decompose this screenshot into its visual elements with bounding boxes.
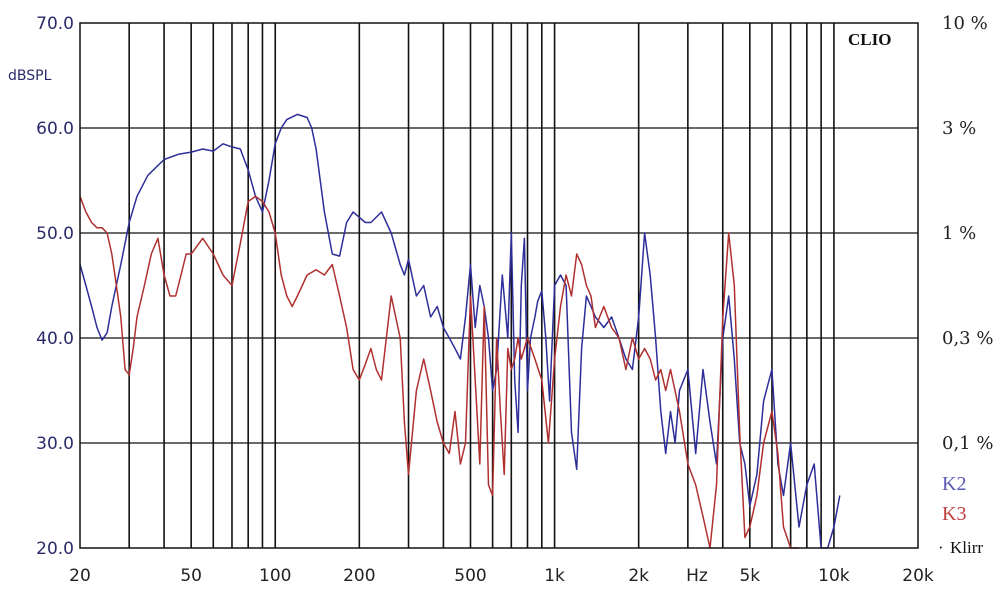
series-line-k2 — [79, 113, 841, 549]
brand-logo: CLIO — [848, 30, 891, 49]
series-layer — [79, 113, 841, 549]
legend-k3: K3 — [942, 503, 966, 525]
x-tick-label: 1k — [544, 566, 565, 586]
legend-klirr-marker: · — [938, 538, 944, 557]
y-tick-label: 70.0 — [36, 14, 74, 34]
x-tick-label: 20 — [69, 566, 91, 586]
x-axis-unit: Hz — [686, 566, 708, 586]
y-tick-label: 40.0 — [36, 329, 74, 349]
y-tick-label: 20.0 — [36, 539, 74, 559]
legend-k2: K2 — [942, 473, 966, 495]
x-tick-label: 20k — [902, 566, 934, 586]
right-axis-tick-label: 0,3 % — [942, 328, 993, 349]
y-tick-label: 50.0 — [36, 224, 74, 244]
y-axis-unit: dBSPL — [8, 68, 52, 84]
tick-labels: 70.0 60.0 50.0 40.0 30.0 20.0 20 50 100 200 500 1k 2… — [36, 13, 993, 586]
y-tick-label: 30.0 — [36, 434, 74, 454]
x-tick-label: 200 — [343, 566, 375, 586]
series-line-k3 — [79, 195, 799, 549]
x-tick-label: 50 — [180, 566, 202, 586]
right-axis-tick-label: 10 % — [942, 13, 988, 34]
x-tick-label: 2k — [628, 566, 649, 586]
legend-klirr: Klirr — [950, 538, 983, 557]
right-axis-tick-label: 3 % — [942, 118, 976, 139]
right-axis-tick-label: 1 % — [942, 223, 976, 244]
x-tick-label: 5k — [739, 566, 760, 586]
y-tick-label: 60.0 — [36, 119, 74, 139]
x-tick-label: 500 — [454, 566, 486, 586]
brand-box — [838, 24, 911, 52]
plot-frame — [79, 22, 919, 549]
x-tick-label: 100 — [259, 566, 291, 586]
x-tick-label: 10k — [818, 566, 850, 586]
right-axis-tick-label: 0,1 % — [942, 433, 993, 454]
